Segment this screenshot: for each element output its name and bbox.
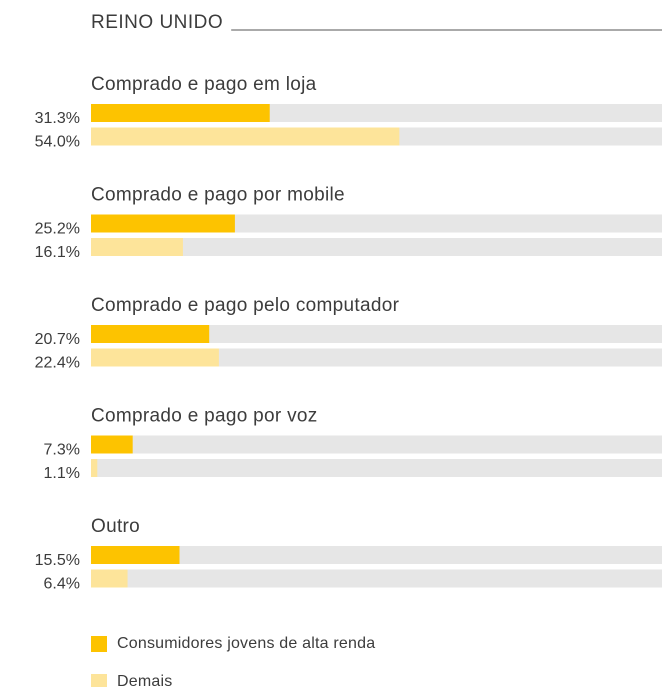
value-label: 25.2% [35, 221, 80, 238]
bar-track [91, 546, 662, 564]
legend-label: Consumidores jovens de alta renda [117, 635, 375, 652]
bar [91, 238, 183, 256]
value-label: 16.1% [35, 244, 80, 261]
category-label: Comprado e pago pelo computador [91, 295, 400, 316]
bar [91, 325, 210, 343]
bar-track [91, 435, 662, 454]
value-label: 22.4% [35, 355, 80, 372]
bar [91, 214, 235, 233]
legend-label: Demais [117, 673, 172, 687]
bar [91, 435, 133, 454]
value-label: 7.3% [44, 442, 80, 459]
chart-title: REINO UNIDO [91, 12, 223, 33]
value-label: 20.7% [35, 331, 80, 348]
category-label: Comprado e pago por mobile [91, 185, 345, 206]
bar-track [91, 348, 662, 367]
category-label: Outro [91, 516, 140, 537]
bar-track [91, 238, 662, 256]
bar-track [91, 325, 662, 343]
value-label: 15.5% [35, 552, 80, 569]
value-label: 54.0% [35, 134, 80, 151]
category-label: Comprado e pago por voz [91, 406, 318, 427]
value-label: 31.3% [35, 110, 80, 127]
bar [91, 546, 180, 564]
legend-swatch [91, 674, 107, 687]
bar-track [91, 459, 662, 477]
bar [91, 348, 219, 367]
bar [91, 569, 128, 588]
bar-track [91, 569, 662, 588]
bar [91, 127, 400, 146]
value-label: 1.1% [44, 465, 80, 482]
value-label: 6.4% [44, 576, 80, 593]
legend-swatch [91, 636, 107, 652]
bar [91, 459, 98, 477]
category-label: Comprado e pago em loja [91, 74, 317, 95]
bar [91, 104, 270, 122]
